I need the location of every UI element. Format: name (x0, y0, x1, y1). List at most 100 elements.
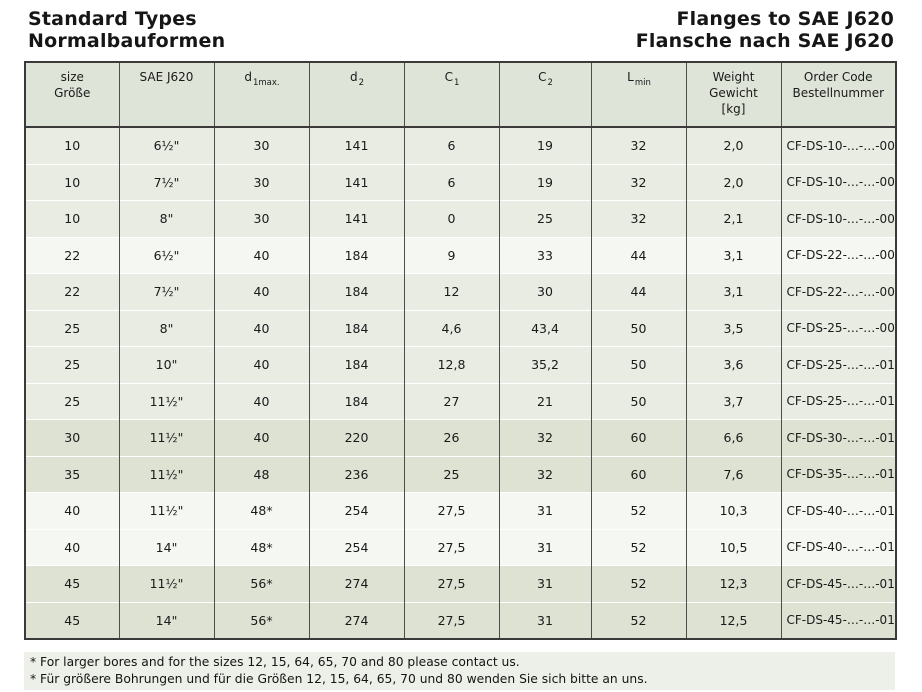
cell-lmin: 32 (590, 200, 687, 237)
column-header-c2: C2 (498, 62, 592, 128)
cell-weight: 2,0 (685, 163, 782, 201)
table-row-size-22: 22 6½" 40 184 9 33 44 3,1 CF-DS-22-…-…-006 (24, 236, 897, 274)
cell-d1max: 40 (213, 419, 310, 456)
cell-size: 25 (24, 346, 120, 383)
cell-sae: 14" (118, 601, 215, 639)
cell-weight: 2,0 (685, 126, 782, 164)
cell-lmin: 52 (590, 601, 687, 639)
cell-d2: 184 (308, 236, 405, 274)
table-row-size-35: 35 11½" 48 236 25 32 60 7,6 CF-DS-35-…-…-011 (24, 455, 897, 493)
cell-order: CF-DS-10-…-…-006 (780, 126, 897, 164)
cell-c2: 25 (498, 200, 592, 237)
cell-size: 40 (24, 492, 120, 529)
column-header-size: size Größe (24, 62, 120, 128)
page-title-left: Standard Types Normalbauformen (28, 8, 225, 52)
cell-weight: 7,6 (685, 455, 782, 493)
cell-sae: 11½" (118, 492, 215, 529)
column-header-sae: SAE J620 (118, 62, 215, 128)
cell-lmin: 52 (590, 565, 687, 602)
cell-d2: 184 (308, 309, 405, 347)
footnote-en: * For larger bores and for the sizes 12,… (30, 655, 520, 669)
cell-c1: 6 (403, 163, 500, 201)
cell-size: 22 (24, 236, 120, 274)
cell-sae: 14" (118, 528, 215, 566)
cell-c1: 12,8 (403, 346, 500, 383)
cell-lmin: 60 (590, 419, 687, 456)
cell-order: CF-DS-35-…-…-011 (780, 455, 897, 493)
cell-size: 10 (24, 163, 120, 201)
cell-lmin: 50 (590, 382, 687, 420)
cell-order: CF-DS-25-…-…-008 (780, 309, 897, 347)
cell-d2: 141 (308, 163, 405, 201)
cell-order: CF-DS-10-…-…-008 (780, 200, 897, 237)
cell-c1: 27,5 (403, 601, 500, 639)
cell-weight: 10,3 (685, 492, 782, 529)
cell-order: CF-DS-25-…-…-011 (780, 382, 897, 420)
cell-c1: 27,5 (403, 565, 500, 602)
cell-d2: 184 (308, 382, 405, 420)
cell-d2: 141 (308, 200, 405, 237)
cell-order: CF-DS-40-…-…-014 (780, 528, 897, 566)
cell-weight: 3,5 (685, 309, 782, 347)
cell-lmin: 50 (590, 309, 687, 347)
cell-d1max: 40 (213, 346, 310, 383)
column-header-lmin: Lmin (590, 62, 687, 128)
cell-d2: 236 (308, 455, 405, 493)
cell-lmin: 32 (590, 163, 687, 201)
column-header-c1: C1 (403, 62, 500, 128)
cell-size: 30 (24, 419, 120, 456)
cell-sae: 10" (118, 346, 215, 383)
cell-d1max: 48 (213, 455, 310, 493)
cell-size: 40 (24, 528, 120, 566)
cell-weight: 10,5 (685, 528, 782, 566)
cell-c1: 27 (403, 382, 500, 420)
cell-c2: 43,4 (498, 309, 592, 347)
cell-size: 25 (24, 309, 120, 347)
cell-sae: 6½" (118, 126, 215, 164)
cell-c2: 21 (498, 382, 592, 420)
table-row-size-40: 40 14" 48* 254 27,5 31 52 10,5 CF-DS-40-…-…-014 (24, 528, 897, 566)
column-header-d2: d2 (308, 62, 405, 128)
cell-c2: 31 (498, 565, 592, 602)
subject-title-en: Flanges to SAE J620 (676, 8, 894, 30)
cell-c1: 12 (403, 273, 500, 310)
cell-size: 10 (24, 126, 120, 164)
cell-sae: 7½" (118, 273, 215, 310)
cell-size: 22 (24, 273, 120, 310)
cell-sae: 11½" (118, 565, 215, 602)
cell-c2: 31 (498, 528, 592, 566)
cell-lmin: 32 (590, 126, 687, 164)
cell-order: CF-DS-22-…-…-006 (780, 236, 897, 274)
cell-d1max: 40 (213, 236, 310, 274)
cell-size: 45 (24, 601, 120, 639)
cell-c1: 26 (403, 419, 500, 456)
cell-lmin: 44 (590, 236, 687, 274)
cell-sae: 7½" (118, 163, 215, 201)
column-header-order: Order Code Bestellnummer (780, 62, 897, 128)
cell-weight: 3,1 (685, 236, 782, 274)
cell-c1: 27,5 (403, 528, 500, 566)
page-title-right: Flanges to SAE J620 Flansche nach SAE J6… (636, 8, 894, 52)
column-header-weight: Weight Gewicht [kg] (685, 62, 782, 128)
cell-weight: 3,7 (685, 382, 782, 420)
flange-dimensions-table: size Größe SAE J620 d1max. d2 C1 C2 Lmin Weight G… (24, 61, 897, 640)
cell-d2: 254 (308, 528, 405, 566)
table-row-size-22: 22 7½" 40 184 12 30 44 3,1 CF-DS-22-…-…-007 (24, 273, 897, 310)
table-row-size-25: 25 8" 40 184 4,6 43,4 50 3,5 CF-DS-25-…-…-008 (24, 309, 897, 347)
cell-c2: 32 (498, 455, 592, 493)
cell-lmin: 50 (590, 346, 687, 383)
cell-d1max: 48* (213, 492, 310, 529)
cell-lmin: 52 (590, 528, 687, 566)
cell-lmin: 52 (590, 492, 687, 529)
cell-d1max: 56* (213, 601, 310, 639)
column-header-d1max: d1max. (213, 62, 310, 128)
table-row-size-45: 45 14" 56* 274 27,5 31 52 12,5 CF-DS-45-…-…-014 (24, 601, 897, 639)
cell-sae: 8" (118, 309, 215, 347)
cell-size: 35 (24, 455, 120, 493)
cell-d2: 274 (308, 565, 405, 602)
cell-c1: 25 (403, 455, 500, 493)
cell-order: CF-DS-30-…-…-011 (780, 419, 897, 456)
cell-lmin: 44 (590, 273, 687, 310)
cell-d2: 141 (308, 126, 405, 164)
cell-c2: 30 (498, 273, 592, 310)
